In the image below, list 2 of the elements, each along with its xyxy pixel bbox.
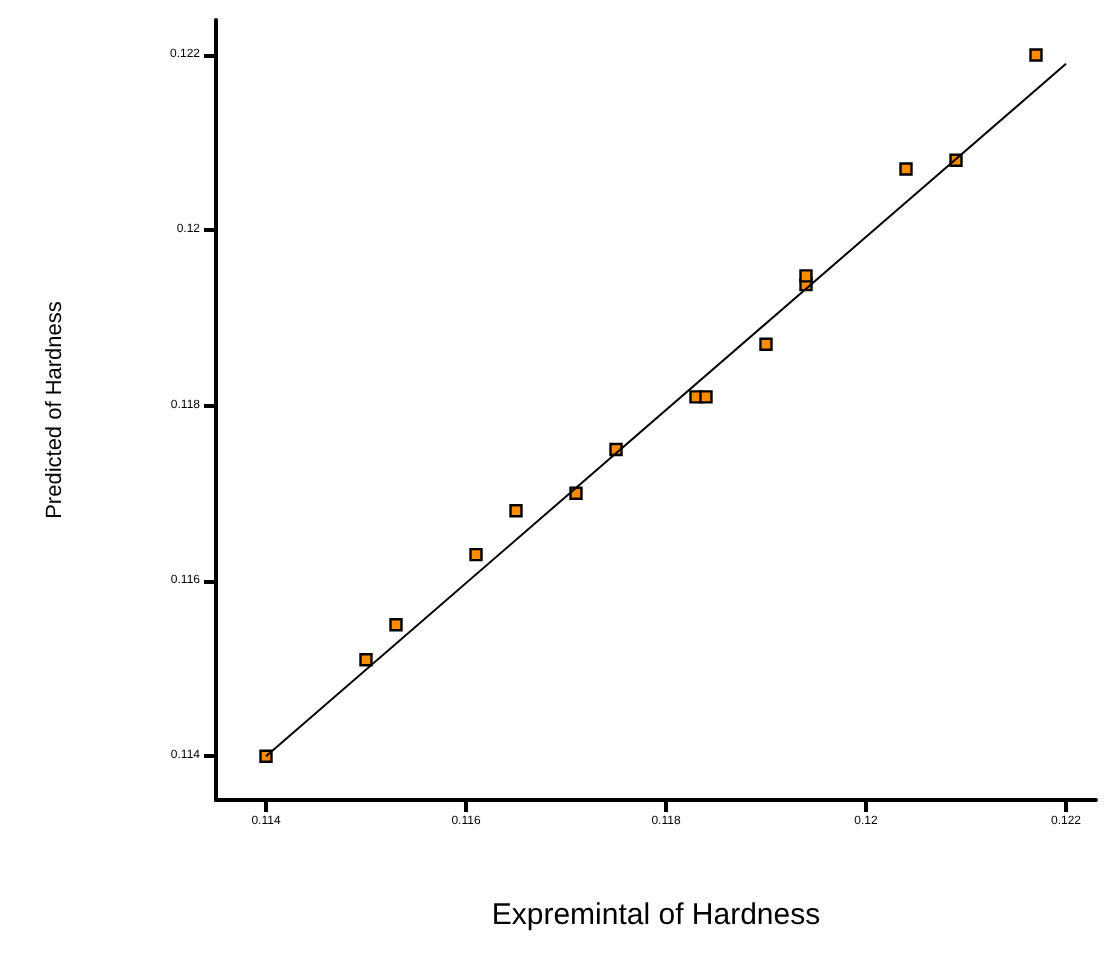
y-axis-title: Predicted of Hardness [43,300,67,519]
x-axis-title: Expremintal of Hardness [491,898,821,932]
